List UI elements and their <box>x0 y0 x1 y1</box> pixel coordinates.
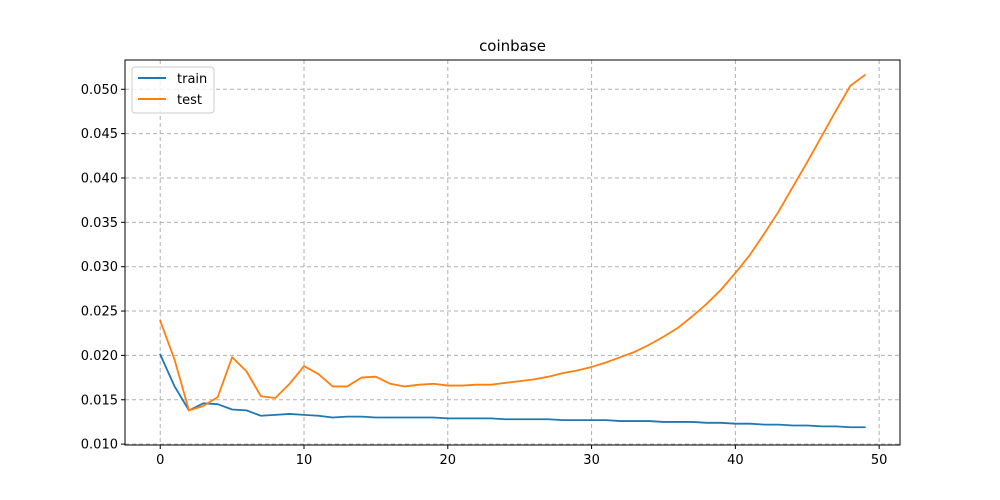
x-tick-label: 50 <box>871 453 888 468</box>
y-tick-label: 0.010 <box>81 438 118 453</box>
y-tick-label: 0.045 <box>81 127 118 142</box>
y-tick-label: 0.030 <box>81 260 118 275</box>
x-tick-label: 40 <box>727 453 744 468</box>
x-tick-label: 30 <box>583 453 600 468</box>
x-tick-label: 10 <box>296 453 313 468</box>
grid <box>125 60 900 445</box>
series-line-train <box>159 353 866 429</box>
y-tick-label: 0.040 <box>81 171 118 186</box>
x-tick-label: 0 <box>156 453 164 468</box>
legend-label-train: train <box>177 72 207 87</box>
plot-area-frame <box>124 59 901 446</box>
y-tick-label: 0.035 <box>81 216 118 231</box>
chart-title: coinbase <box>479 37 546 55</box>
series-line-test <box>159 73 867 412</box>
series-lines <box>159 73 867 429</box>
x-tick-label: 20 <box>440 453 457 468</box>
x-axis-ticks: 0 10 20 30 40 50 <box>156 445 887 468</box>
legend: train test <box>131 66 215 114</box>
y-tick-label: 0.025 <box>81 305 118 320</box>
y-tick-label: 0.015 <box>81 393 118 408</box>
y-tick-label: 0.020 <box>81 349 118 364</box>
legend-label-test: test <box>177 93 202 108</box>
y-axis-ticks: 0.010 0.015 0.020 0.025 0.030 0.035 0.040 0.045… <box>81 83 125 453</box>
y-tick-label: 0.050 <box>81 83 118 98</box>
